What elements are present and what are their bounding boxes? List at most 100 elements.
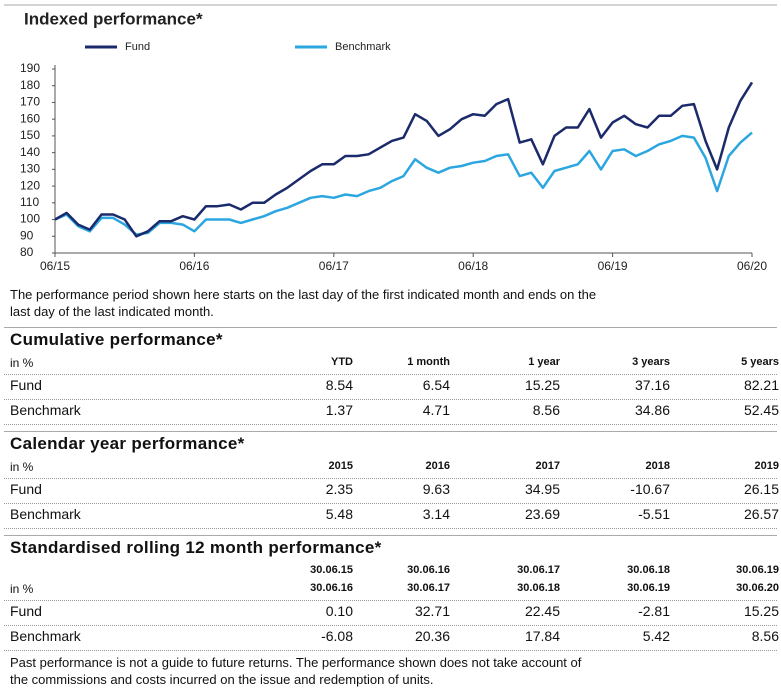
chart-title: Indexed performance*	[24, 9, 203, 28]
table-title: Standardised rolling 12 month performanc…	[10, 538, 382, 557]
unit-label: in %	[10, 356, 34, 370]
y-tick-label: 120	[20, 178, 40, 192]
column-header: 30.06.17	[517, 564, 560, 576]
column-header: 1 month	[407, 356, 450, 368]
row-separator	[4, 650, 777, 651]
cell-value: 8.56	[751, 628, 779, 644]
cell-value: 8.54	[325, 377, 353, 393]
cell-value: 2.35	[325, 481, 353, 497]
y-tick-label: 170	[20, 95, 40, 109]
table-title: Cumulative performance*	[10, 330, 223, 349]
row-label: Benchmark	[10, 506, 81, 522]
y-tick-label: 80	[20, 245, 34, 259]
y-tick-label: 140	[20, 145, 40, 159]
cell-value: -6.08	[321, 628, 353, 644]
column-header: 30.06.19	[736, 564, 779, 576]
row-label: Benchmark	[10, 402, 81, 418]
row-separator	[4, 424, 777, 425]
cell-value: 17.84	[524, 628, 560, 644]
cell-value: 5.42	[642, 628, 670, 644]
row-separator	[4, 528, 777, 529]
column-header: 30.06.16	[310, 582, 353, 594]
row-label: Fund	[10, 377, 42, 393]
row-separator	[4, 374, 777, 375]
row-label: Benchmark	[10, 628, 81, 644]
column-header: 3 years	[632, 356, 670, 368]
column-header: 5 years	[741, 356, 779, 368]
cell-value: 15.25	[524, 377, 560, 393]
rule	[4, 431, 777, 432]
chart: Indexed performance* 80 90 100 110 120 130 140…	[4, 4, 777, 273]
column-header: 1 year	[528, 356, 560, 368]
x-tick-label: 06/17	[319, 259, 349, 273]
column-header: YTD	[331, 356, 353, 368]
row-label: Fund	[10, 603, 42, 619]
cell-value: 5.48	[325, 506, 353, 522]
cell-value: 32.71	[414, 603, 450, 619]
y-tick-label: 100	[20, 212, 40, 226]
y-tick-label: 190	[20, 61, 40, 75]
y-tick-label: 110	[20, 195, 39, 209]
footer-line: the commissions and costs incurred on th…	[10, 672, 434, 687]
cell-value: 4.71	[422, 402, 450, 418]
row-separator	[4, 478, 777, 479]
note-line: The performance period shown here starts…	[10, 287, 597, 302]
column-header: 30.06.19	[627, 582, 670, 594]
cell-value: 8.56	[532, 402, 560, 418]
y-tick-label: 90	[20, 228, 34, 242]
column-header: 30.06.20	[736, 582, 779, 594]
rule	[4, 327, 777, 328]
cell-value: 20.36	[414, 628, 450, 644]
cell-value: 26.57	[743, 506, 779, 522]
x-tick-label: 06/15	[40, 259, 70, 273]
legend-label: Fund	[125, 41, 150, 53]
cell-value: 1.37	[325, 402, 353, 418]
cell-value: 6.54	[422, 377, 450, 393]
column-header: 2019	[754, 460, 779, 472]
column-header: 2015	[328, 460, 353, 472]
row-separator	[4, 399, 777, 400]
column-header: 2017	[535, 460, 560, 472]
cell-value: 3.14	[422, 506, 450, 522]
y-tick-label: 130	[20, 162, 40, 176]
x-tick-label: 06/18	[458, 259, 488, 273]
column-header: 30.06.15	[310, 564, 353, 576]
cell-value: 22.45	[524, 603, 560, 619]
footer-line: Past performance is not a guide to futur…	[10, 655, 582, 670]
cell-value: -2.81	[638, 603, 670, 619]
row-separator	[4, 503, 777, 504]
x-tick-label: 06/19	[598, 259, 628, 273]
cell-value: 0.10	[325, 603, 353, 619]
note-line: last day of the last indicated month.	[10, 304, 214, 319]
column-header: 30.06.18	[627, 564, 670, 576]
cell-value: 9.63	[422, 481, 450, 497]
cell-value: 37.16	[634, 377, 670, 393]
cell-value: 82.21	[743, 377, 779, 393]
column-header: 30.06.18	[517, 582, 560, 594]
series-line	[54, 131, 753, 236]
table-title: Calendar year performance*	[10, 434, 245, 453]
cell-value: 23.69	[524, 506, 560, 522]
row-label: Fund	[10, 481, 42, 497]
y-tick-label: 150	[20, 128, 40, 142]
row-separator	[4, 625, 777, 626]
series-line	[54, 81, 754, 238]
column-header: 30.06.16	[407, 564, 450, 576]
column-header: 30.06.17	[407, 582, 450, 594]
cell-value: -5.51	[638, 506, 670, 522]
cell-value: 52.45	[743, 402, 779, 418]
column-header: 2018	[645, 460, 670, 472]
cell-value: 15.25	[743, 603, 779, 619]
x-tick-label: 06/16	[179, 259, 209, 273]
cell-value: 26.15	[743, 481, 779, 497]
legend-label: Benchmark	[335, 41, 391, 53]
row-separator	[4, 600, 777, 601]
cell-value: -10.67	[630, 481, 670, 497]
x-tick-label: 06/20	[737, 259, 767, 273]
column-header: 2016	[425, 460, 450, 472]
unit-label: in %	[10, 582, 34, 596]
cell-value: 34.95	[524, 481, 560, 497]
y-tick-label: 160	[20, 111, 40, 125]
rule	[4, 535, 777, 536]
